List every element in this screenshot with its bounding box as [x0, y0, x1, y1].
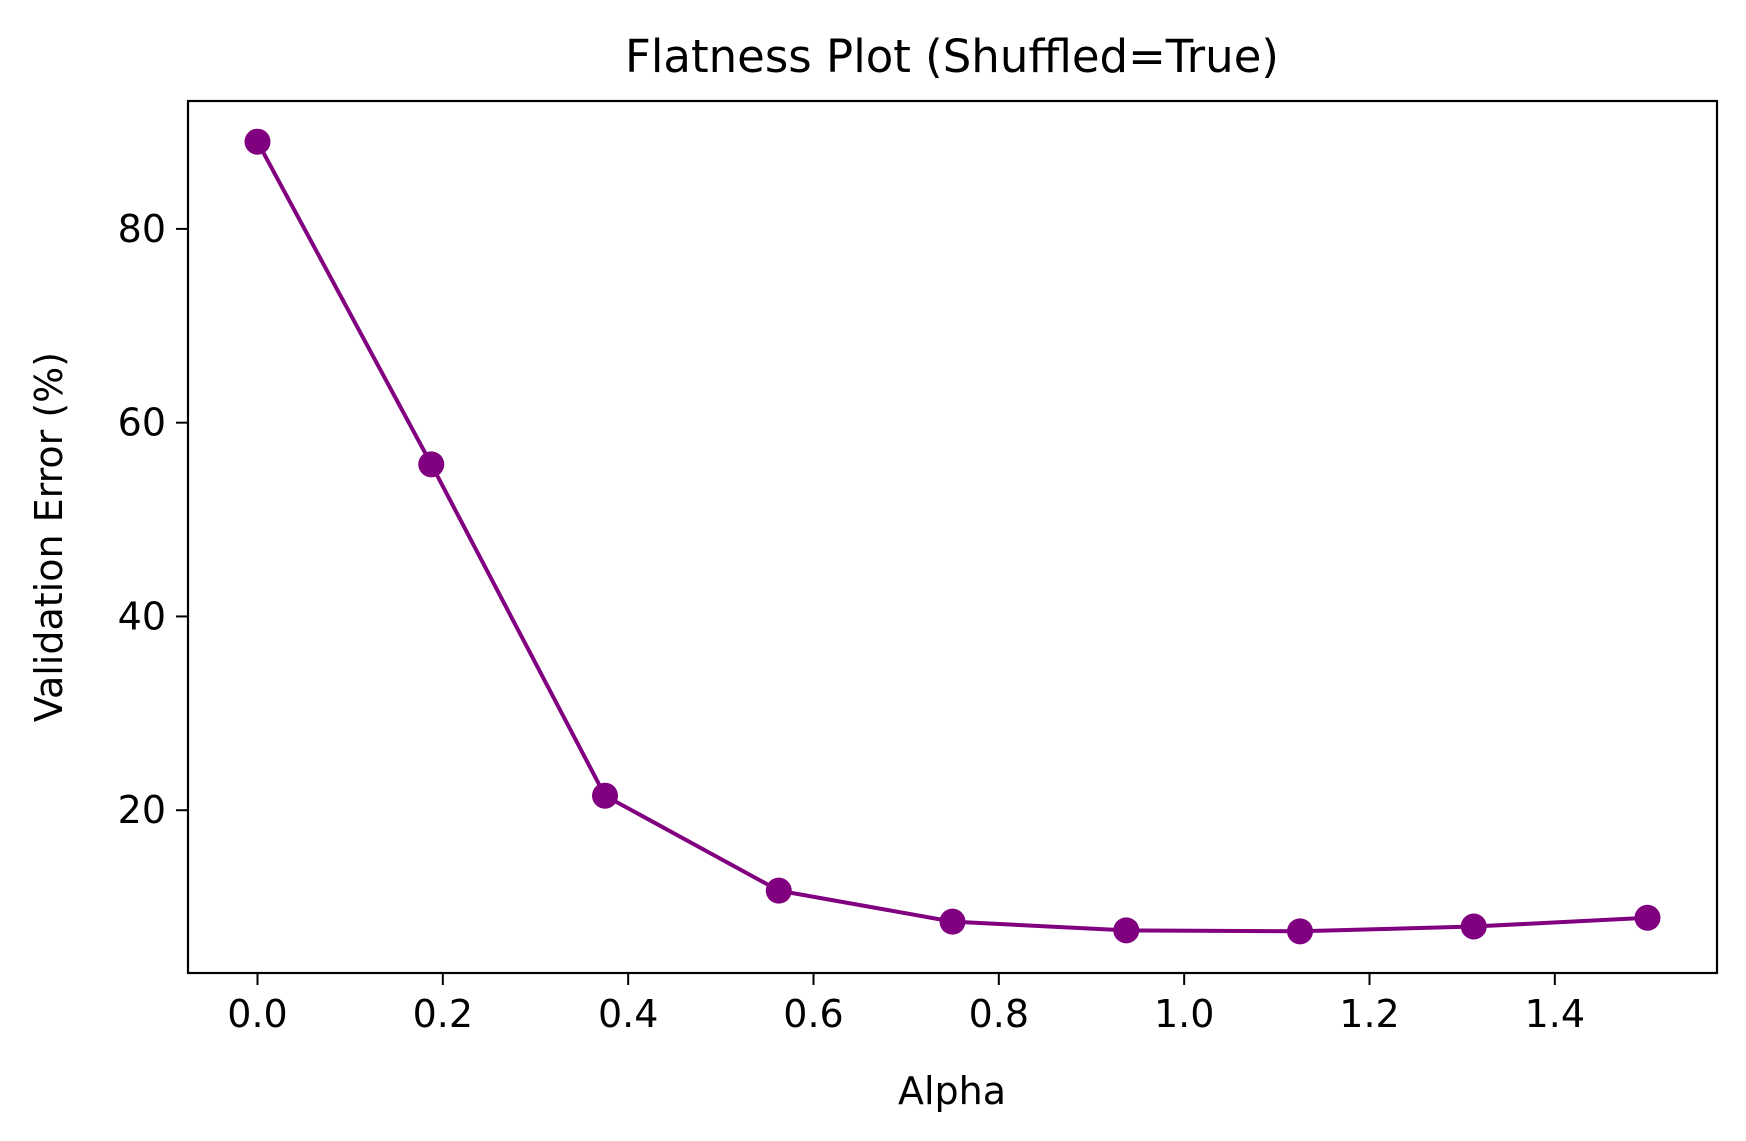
data-point	[939, 908, 966, 935]
y-tick-label: 80	[118, 207, 166, 251]
data-point	[418, 451, 445, 478]
x-axis-ticks: 0.0 0.2 0.4 0.6 0.8 1.0 1.2 1.4	[227, 973, 1585, 1036]
data-point	[1634, 904, 1661, 931]
x-tick-label: 0.0	[227, 992, 287, 1036]
x-tick-label: 1.2	[1339, 992, 1399, 1036]
series-layer	[244, 128, 1661, 945]
y-axis-label: Validation Error (%)	[27, 352, 71, 722]
y-axis-ticks: 20 40 60 80	[118, 207, 188, 832]
data-point	[765, 877, 792, 904]
data-point	[244, 128, 271, 155]
axes-frame	[186, 99, 1719, 975]
data-point	[1113, 917, 1140, 944]
x-tick-label: 1.4	[1525, 992, 1585, 1036]
y-tick-label: 40	[118, 594, 166, 638]
chart-title: Flatness Plot (Shuffled=True)	[625, 30, 1279, 83]
x-tick-label: 0.6	[783, 992, 843, 1036]
x-tick-label: 0.2	[413, 992, 473, 1036]
y-tick-label: 60	[118, 401, 166, 445]
series-line	[255, 140, 1648, 934]
plot-area	[186, 99, 1719, 975]
y-tick-label: 20	[118, 788, 166, 832]
x-tick-label: 0.8	[969, 992, 1029, 1036]
data-point	[592, 782, 618, 809]
x-tick-label: 0.4	[598, 992, 658, 1036]
data-point	[1287, 918, 1313, 945]
x-tick-label: 1.0	[1154, 992, 1214, 1036]
data-point	[1460, 913, 1487, 940]
x-axis-label: Alpha	[898, 1069, 1006, 1113]
